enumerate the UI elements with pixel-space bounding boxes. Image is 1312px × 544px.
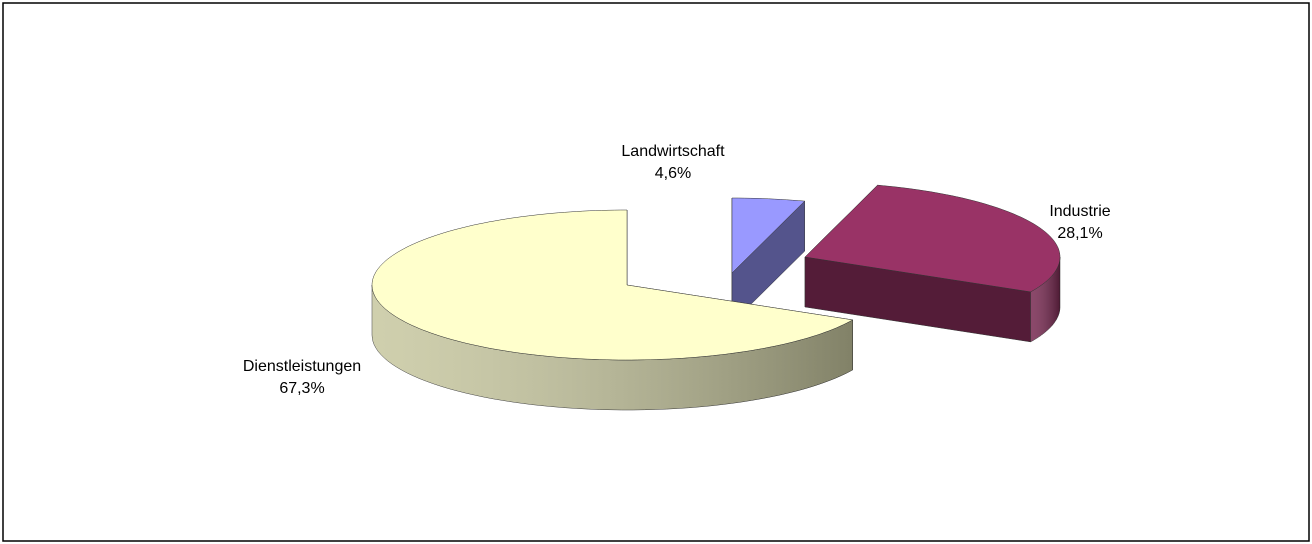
slice <box>731 197 806 274</box>
category-label: Dienstleistungen <box>243 358 361 375</box>
value-label: 28,1% <box>1057 225 1102 242</box>
slice-wall-shade <box>372 285 853 410</box>
value-label: 67,3% <box>279 380 324 397</box>
category-label: Industrie <box>1049 203 1110 220</box>
category-label: Landwirtschaft <box>621 143 725 160</box>
slice <box>371 209 854 361</box>
slice-wall-shade <box>1030 257 1060 342</box>
slice <box>804 184 1061 293</box>
value-label: 4,6% <box>655 165 691 182</box>
